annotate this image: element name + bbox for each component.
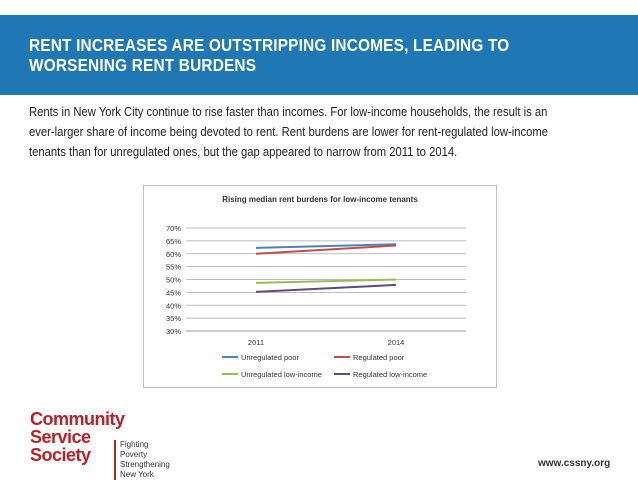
logo-tagline-line: New York <box>120 470 154 479</box>
logo-name-line: Service <box>30 427 91 447</box>
logo-tagline: Fighting Poverty Strengthening New York <box>114 440 170 480</box>
chart-container: Rising median rent burdens for low-incom… <box>143 185 497 388</box>
series-line <box>255 278 397 284</box>
x-tick-label: 2011 <box>248 338 264 347</box>
logo-name-line: Society <box>30 445 91 465</box>
logo-name: Community Service Society <box>30 410 125 464</box>
y-tick-label: 55% <box>166 263 181 272</box>
y-tick-label: 70% <box>166 224 181 233</box>
legend-label: Regulated low-income <box>353 370 427 379</box>
page-title: RENT INCREASES ARE OUTSTRIPPING INCOMES,… <box>29 35 510 75</box>
website-link[interactable]: www.cssny.org <box>538 458 611 469</box>
intro-paragraph: Rents in New York City continue to rise … <box>29 105 549 159</box>
logo-tagline-line: Fighting Poverty <box>120 440 149 459</box>
y-tick-label: 60% <box>166 250 181 259</box>
legend-label: Regulated poor <box>353 353 405 362</box>
x-tick-label: 2014 <box>388 338 405 347</box>
series-line <box>255 243 397 249</box>
y-tick-label: 30% <box>166 327 181 336</box>
legend-label: Unregulated poor <box>241 353 299 362</box>
logo-tagline-line: Strengthening <box>120 460 170 469</box>
y-tick-label: 45% <box>166 288 181 297</box>
y-tick-label: 50% <box>166 276 181 285</box>
logo-name-line: Community <box>30 409 125 429</box>
y-tick-label: 65% <box>166 237 181 246</box>
chart-title: Rising median rent burdens for low-incom… <box>222 195 418 204</box>
y-tick-label: 35% <box>166 314 181 323</box>
logo: Community Service Society Fighting Pover… <box>30 410 170 480</box>
series-line <box>255 283 397 293</box>
series-line <box>255 244 397 255</box>
y-tick-label: 40% <box>166 301 181 310</box>
line-chart: Rising median rent burdens for low-incom… <box>166 195 466 379</box>
legend-label: Unregulated low-income <box>241 370 322 379</box>
title-banner: RENT INCREASES ARE OUTSTRIPPING INCOMES,… <box>0 15 638 95</box>
